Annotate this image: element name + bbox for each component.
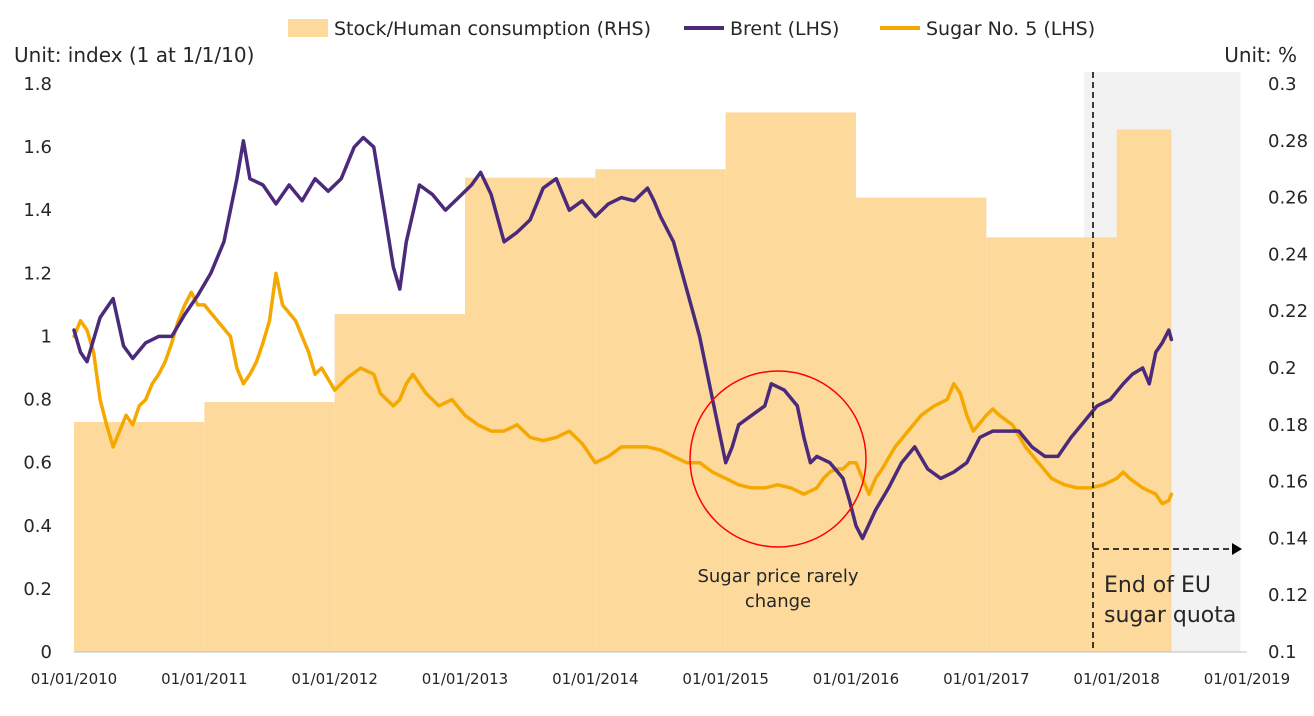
stock-ratio-step-3 <box>465 177 596 652</box>
stock-ratio-step-1 <box>204 402 335 652</box>
left-tick-label: 0.2 <box>23 579 52 600</box>
price-lines <box>72 135 1174 541</box>
x-tick-label: 01/01/2016 <box>813 670 899 688</box>
right-tick-label: 0.26 <box>1268 188 1308 209</box>
left-tick-label: 1.8 <box>23 74 52 95</box>
x-tick-label: 01/01/2014 <box>552 670 638 688</box>
stock-ratio-step-6 <box>856 197 987 652</box>
x-tick-label: 01/01/2015 <box>682 670 768 688</box>
x-tick-label: 01/01/2017 <box>943 670 1029 688</box>
stock-ratio-step-0 <box>74 421 205 652</box>
right-tick-label: 0.28 <box>1268 131 1308 152</box>
legend: Stock/Human consumption (RHS) Brent (LHS… <box>288 18 1095 40</box>
left-tick-label: 1 <box>41 326 52 347</box>
x-tick-label: 01/01/2013 <box>422 670 508 688</box>
brent-line <box>72 135 1174 541</box>
x-tick-label: 01/01/2018 <box>1073 670 1159 688</box>
x-tick-label: 01/01/2010 <box>31 670 117 688</box>
right-tick-label: 0.12 <box>1268 585 1308 606</box>
right-tick-label: 0.14 <box>1268 528 1308 549</box>
right-tick-label: 0.18 <box>1268 415 1308 436</box>
annotation-circle <box>689 370 867 548</box>
left-tick-label: 1.4 <box>23 200 52 221</box>
legend-label-sugar: Sugar No. 5 (LHS) <box>926 18 1095 40</box>
right-tick-label: 0.1 <box>1268 642 1297 663</box>
quota-text-line-1: End of EU <box>1104 573 1211 598</box>
left-tick-label: 1.6 <box>23 137 52 158</box>
x-tick-label: 01/01/2019 <box>1204 670 1290 688</box>
quota-annotation-group: End of EU sugar quota <box>1092 72 1242 652</box>
left-tick-label: 0.4 <box>23 516 52 537</box>
stock-ratio-step-5 <box>725 112 856 652</box>
annotation-circle-text-line-1: Sugar price rarely <box>697 566 858 587</box>
left-axis-unit-label: Unit: index (1 at 1/1/10) <box>14 43 254 67</box>
right-tick-label: 0.16 <box>1268 472 1308 493</box>
legend-label-stock-ratio: Stock/Human consumption (RHS) <box>334 18 651 40</box>
left-tick-label: 0.8 <box>23 390 52 411</box>
left-tick-label: 1.2 <box>23 263 52 284</box>
stock-ratio-step-2 <box>334 314 465 652</box>
annotation-circle-text-line-2: change <box>745 591 811 612</box>
left-tick-label: 0.6 <box>23 453 52 474</box>
stock-ratio-area <box>74 112 1172 653</box>
x-tick-label: 01/01/2011 <box>161 670 247 688</box>
quota-text-line-2: sugar quota <box>1104 603 1236 628</box>
right-axis-unit-label: Unit: % <box>1224 43 1297 67</box>
stock-ratio-step-7 <box>986 237 1117 653</box>
legend-label-brent: Brent (LHS) <box>730 18 839 40</box>
quota-arrow-head <box>1232 543 1242 555</box>
right-tick-label: 0.22 <box>1268 301 1308 322</box>
legend-swatch-stock-ratio <box>288 19 328 37</box>
right-tick-label: 0.2 <box>1268 358 1297 379</box>
left-tick-label: 0 <box>41 642 52 663</box>
stock-ratio-step-8 <box>1116 129 1172 652</box>
right-tick-label: 0.3 <box>1268 74 1297 95</box>
annotation-circle-group: Sugar price rarely change <box>689 370 867 612</box>
right-tick-label: 0.24 <box>1268 244 1308 265</box>
sugar-line <box>72 271 1174 506</box>
tick-labels: 0 0.2 0.4 0.6 0.8 1 1.2 1.4 1.6 1.8 0.1 0.12 0.14 0.1… <box>23 74 1308 688</box>
x-tick-label: 01/01/2012 <box>291 670 377 688</box>
